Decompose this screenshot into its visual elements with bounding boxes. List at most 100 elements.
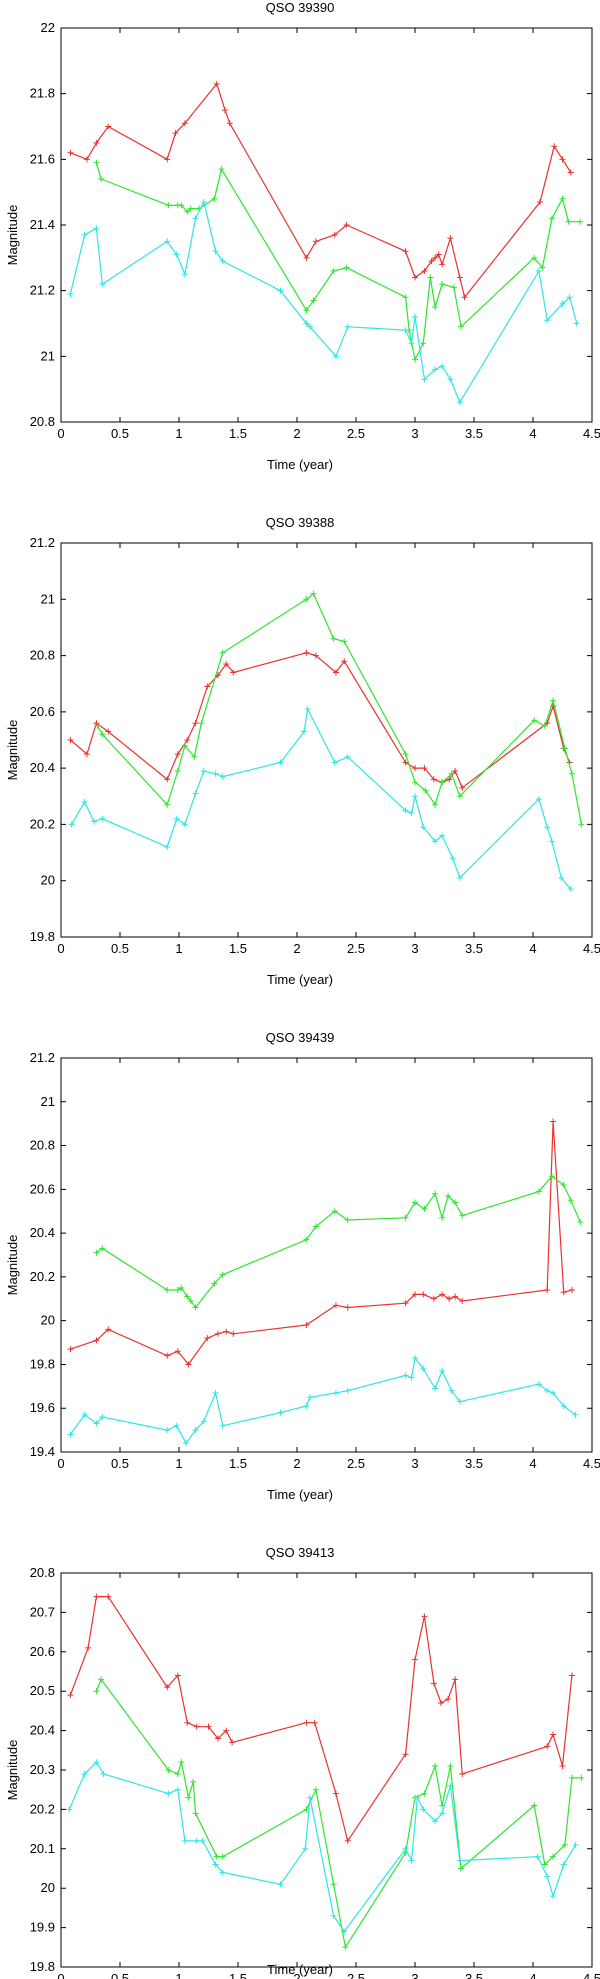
y-tick-label: 20.6 bbox=[30, 1181, 55, 1196]
data-point-red bbox=[402, 1751, 409, 1758]
y-axis-label: Magnitude bbox=[5, 720, 20, 781]
data-point-green bbox=[303, 596, 310, 603]
data-point-red bbox=[164, 1352, 171, 1359]
data-point-green bbox=[185, 1794, 192, 1801]
data-point-cyan bbox=[212, 1861, 219, 1868]
data-point-cyan bbox=[303, 1403, 310, 1410]
data-point-red bbox=[204, 683, 211, 690]
data-point-green bbox=[213, 1853, 220, 1860]
y-tick-label: 20.5 bbox=[30, 1683, 55, 1698]
data-point-cyan bbox=[212, 770, 219, 777]
y-tick-label: 20.8 bbox=[30, 1565, 55, 1580]
data-point-cyan bbox=[420, 1365, 427, 1372]
data-point-green bbox=[432, 1763, 439, 1770]
x-tick-label: 1 bbox=[175, 1971, 182, 1979]
data-point-cyan bbox=[535, 267, 542, 274]
data-point-red bbox=[402, 248, 409, 255]
y-tick-label: 20.8 bbox=[30, 414, 55, 429]
x-tick-label: 2.5 bbox=[347, 1456, 365, 1471]
y-tick-label: 21.2 bbox=[30, 535, 55, 550]
data-point-red bbox=[568, 1287, 575, 1294]
data-point-cyan bbox=[199, 1837, 206, 1844]
y-tick-label: 21.8 bbox=[30, 86, 55, 101]
data-point-cyan bbox=[200, 1418, 207, 1425]
x-tick-label: 3 bbox=[411, 426, 418, 441]
data-point-cyan bbox=[456, 1398, 463, 1405]
data-point-green bbox=[402, 294, 409, 301]
data-point-cyan bbox=[301, 728, 308, 735]
data-point-cyan bbox=[192, 1427, 199, 1434]
data-point-cyan bbox=[99, 1413, 106, 1420]
x-tick-label: 3 bbox=[411, 941, 418, 956]
x-tick-label: 2.5 bbox=[347, 426, 365, 441]
data-point-cyan bbox=[277, 287, 284, 294]
data-point-green bbox=[93, 1249, 100, 1256]
data-point-cyan bbox=[165, 1790, 172, 1797]
plot-frame bbox=[60, 542, 593, 938]
data-point-red bbox=[67, 737, 74, 743]
x-tick-label: 0 bbox=[57, 1971, 64, 1979]
data-point-green bbox=[568, 1774, 575, 1781]
data-point-green bbox=[312, 1223, 319, 1230]
data-point-red bbox=[85, 1644, 92, 1651]
data-point-green bbox=[310, 590, 317, 597]
x-tick-label: 2.5 bbox=[347, 941, 365, 956]
plot-frame bbox=[60, 1057, 593, 1453]
data-point-green bbox=[412, 1199, 418, 1206]
data-point-red bbox=[402, 759, 409, 766]
y-tick-label: 20.7 bbox=[30, 1604, 55, 1619]
data-point-cyan bbox=[306, 1394, 313, 1401]
data-point-red bbox=[222, 107, 229, 114]
series-line-red bbox=[70, 652, 571, 789]
data-point-green bbox=[531, 254, 538, 261]
x-tick-label: 4 bbox=[529, 941, 536, 956]
x-tick-label: 4 bbox=[529, 426, 536, 441]
data-point-green bbox=[219, 649, 226, 656]
data-point-red bbox=[560, 1289, 567, 1296]
data-point-green bbox=[578, 821, 585, 828]
data-point-red bbox=[67, 1346, 74, 1353]
data-point-green bbox=[330, 635, 337, 642]
data-point-red bbox=[430, 1680, 437, 1687]
series-line-red bbox=[69, 1596, 573, 1842]
data-point-green bbox=[93, 159, 100, 166]
data-point-cyan bbox=[81, 231, 88, 238]
data-point-cyan bbox=[341, 1928, 348, 1935]
y-tick-label: 19.6 bbox=[30, 1400, 55, 1415]
x-axis-label: Time (year) bbox=[267, 457, 333, 472]
data-point-cyan bbox=[306, 1794, 313, 1801]
data-point-green bbox=[192, 1304, 199, 1311]
data-point-cyan bbox=[200, 767, 207, 774]
data-point-green bbox=[445, 1192, 452, 1199]
x-tick-label: 3.5 bbox=[465, 941, 483, 956]
data-point-green bbox=[330, 1881, 337, 1888]
data-point-cyan bbox=[402, 1372, 409, 1379]
chart-title: QSO 39388 bbox=[266, 515, 335, 530]
data-point-red bbox=[559, 1763, 566, 1770]
data-point-red bbox=[164, 1684, 171, 1691]
x-tick-label: 4.5 bbox=[583, 1971, 600, 1979]
data-point-red bbox=[430, 776, 437, 783]
data-point-cyan bbox=[81, 1411, 88, 1418]
data-point-green bbox=[577, 218, 584, 225]
data-point-green bbox=[412, 779, 418, 786]
data-point-green bbox=[458, 1865, 465, 1872]
data-point-red bbox=[230, 669, 237, 676]
chart-panel-4: QSO 39413 0 0.5 1 1.5 2 2.5 3 3.5 4 4.5 19.8 19.9 20… bbox=[5, 1545, 600, 1979]
data-point-green bbox=[341, 638, 348, 645]
data-point-green bbox=[450, 284, 457, 291]
data-point-cyan bbox=[212, 1389, 219, 1396]
data-point-green bbox=[331, 1208, 338, 1215]
data-point-green bbox=[343, 264, 350, 271]
data-point-cyan bbox=[303, 320, 310, 327]
data-point-red bbox=[344, 1304, 351, 1311]
data-point-red bbox=[544, 1287, 551, 1294]
chart-panel-3: QSO 39439 0 0.5 1 1.5 2 2.5 3 3.5 4 4.5 19.4 19.6 19… bbox=[5, 1030, 600, 1502]
data-point-cyan bbox=[219, 1869, 226, 1876]
y-tick-label: 20.2 bbox=[30, 816, 55, 831]
data-point-cyan bbox=[567, 886, 574, 893]
x-axis-label: Time (year) bbox=[267, 972, 333, 987]
data-point-red bbox=[430, 1295, 437, 1302]
data-point-cyan bbox=[566, 294, 573, 301]
